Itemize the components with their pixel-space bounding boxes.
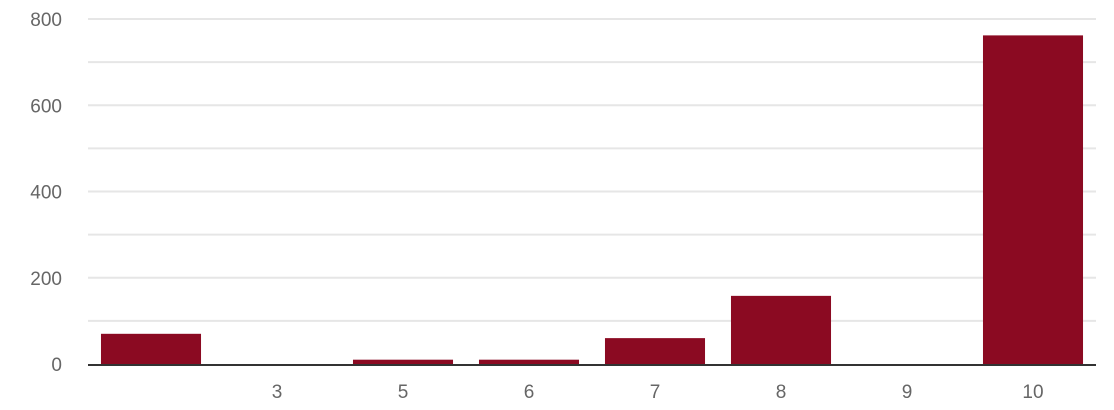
y-tick-label: 200 — [30, 269, 62, 290]
y-tick-label: 800 — [30, 10, 62, 31]
y-tick-label: 0 — [51, 355, 62, 376]
x-tick-label: 6 — [524, 382, 535, 403]
bars — [100, 35, 1084, 364]
bar — [100, 333, 202, 364]
y-tick-label: 600 — [30, 96, 62, 117]
bar — [982, 35, 1084, 364]
bar — [352, 359, 454, 364]
y-tick-label: 400 — [30, 183, 62, 204]
x-tick-label: 5 — [398, 382, 409, 403]
y-axis-tick-labels: 0 200 400 600 800 — [30, 10, 62, 376]
x-tick-label: 3 — [272, 382, 283, 403]
bar — [730, 295, 832, 364]
bar — [478, 359, 580, 364]
x-tick-label: 10 — [1022, 382, 1043, 403]
x-tick-label: 7 — [650, 382, 661, 403]
x-tick-label: 9 — [902, 382, 913, 403]
x-axis-tick-labels: 3 5 6 7 8 9 10 — [272, 382, 1044, 403]
grid-lines — [88, 18, 1096, 322]
x-tick-label: 8 — [776, 382, 787, 403]
bar — [604, 338, 706, 364]
